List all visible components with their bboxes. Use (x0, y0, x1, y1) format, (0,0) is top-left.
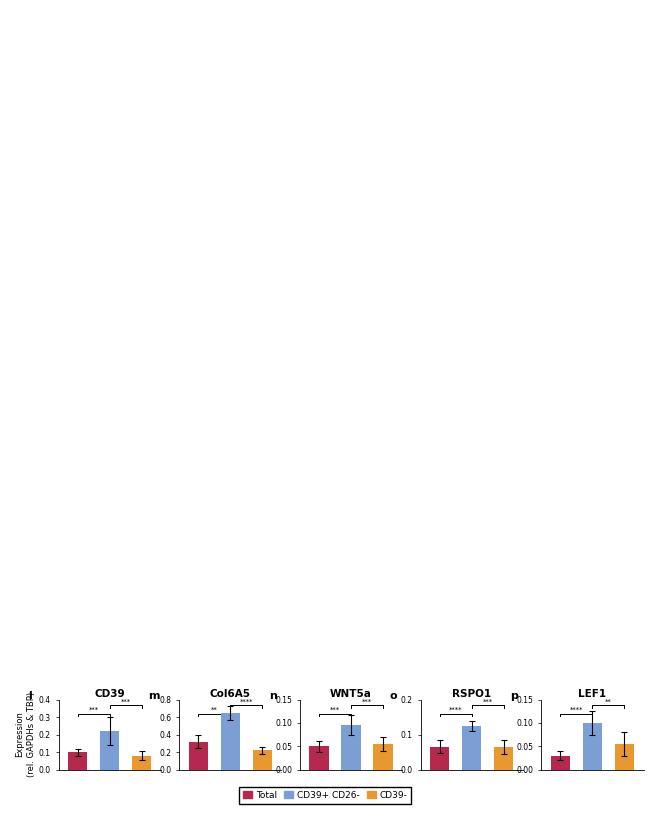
Title: CD39: CD39 (94, 689, 125, 699)
Title: LEF1: LEF1 (578, 689, 606, 699)
Text: l: l (28, 691, 32, 701)
Text: ***: *** (120, 699, 131, 704)
Bar (462, 726, 481, 770)
Bar (615, 744, 634, 770)
Text: ***: *** (482, 699, 493, 704)
Text: o: o (390, 691, 398, 701)
Bar (221, 713, 240, 770)
Text: ****: **** (240, 699, 253, 704)
Bar (494, 746, 514, 770)
Text: ***: *** (330, 707, 340, 714)
Bar (583, 723, 602, 770)
Text: ***: *** (88, 707, 99, 714)
Bar (309, 746, 329, 770)
Bar (188, 742, 208, 770)
Text: ****: **** (569, 707, 583, 714)
Text: ***: *** (362, 699, 372, 704)
Text: m: m (148, 691, 160, 701)
Bar (100, 731, 119, 770)
Legend: Total, CD39+ CD26-, CD39-: Total, CD39+ CD26-, CD39- (239, 788, 411, 804)
Bar (373, 744, 393, 770)
Bar (253, 751, 272, 770)
Text: **: ** (605, 699, 612, 704)
Title: Col6A5: Col6A5 (210, 689, 251, 699)
Bar (132, 756, 151, 770)
Bar (551, 756, 570, 770)
Bar (68, 752, 87, 770)
Text: p: p (510, 691, 519, 701)
Bar (341, 725, 361, 770)
Text: **: ** (211, 707, 218, 714)
Text: n: n (269, 691, 277, 701)
Title: WNT5a: WNT5a (330, 689, 372, 699)
Text: ****: **** (449, 707, 462, 714)
Title: RSPO1: RSPO1 (452, 689, 491, 699)
Y-axis label: Expression
(rel. GAPDHs & TBP): Expression (rel. GAPDHs & TBP) (15, 692, 36, 777)
Bar (430, 746, 449, 770)
